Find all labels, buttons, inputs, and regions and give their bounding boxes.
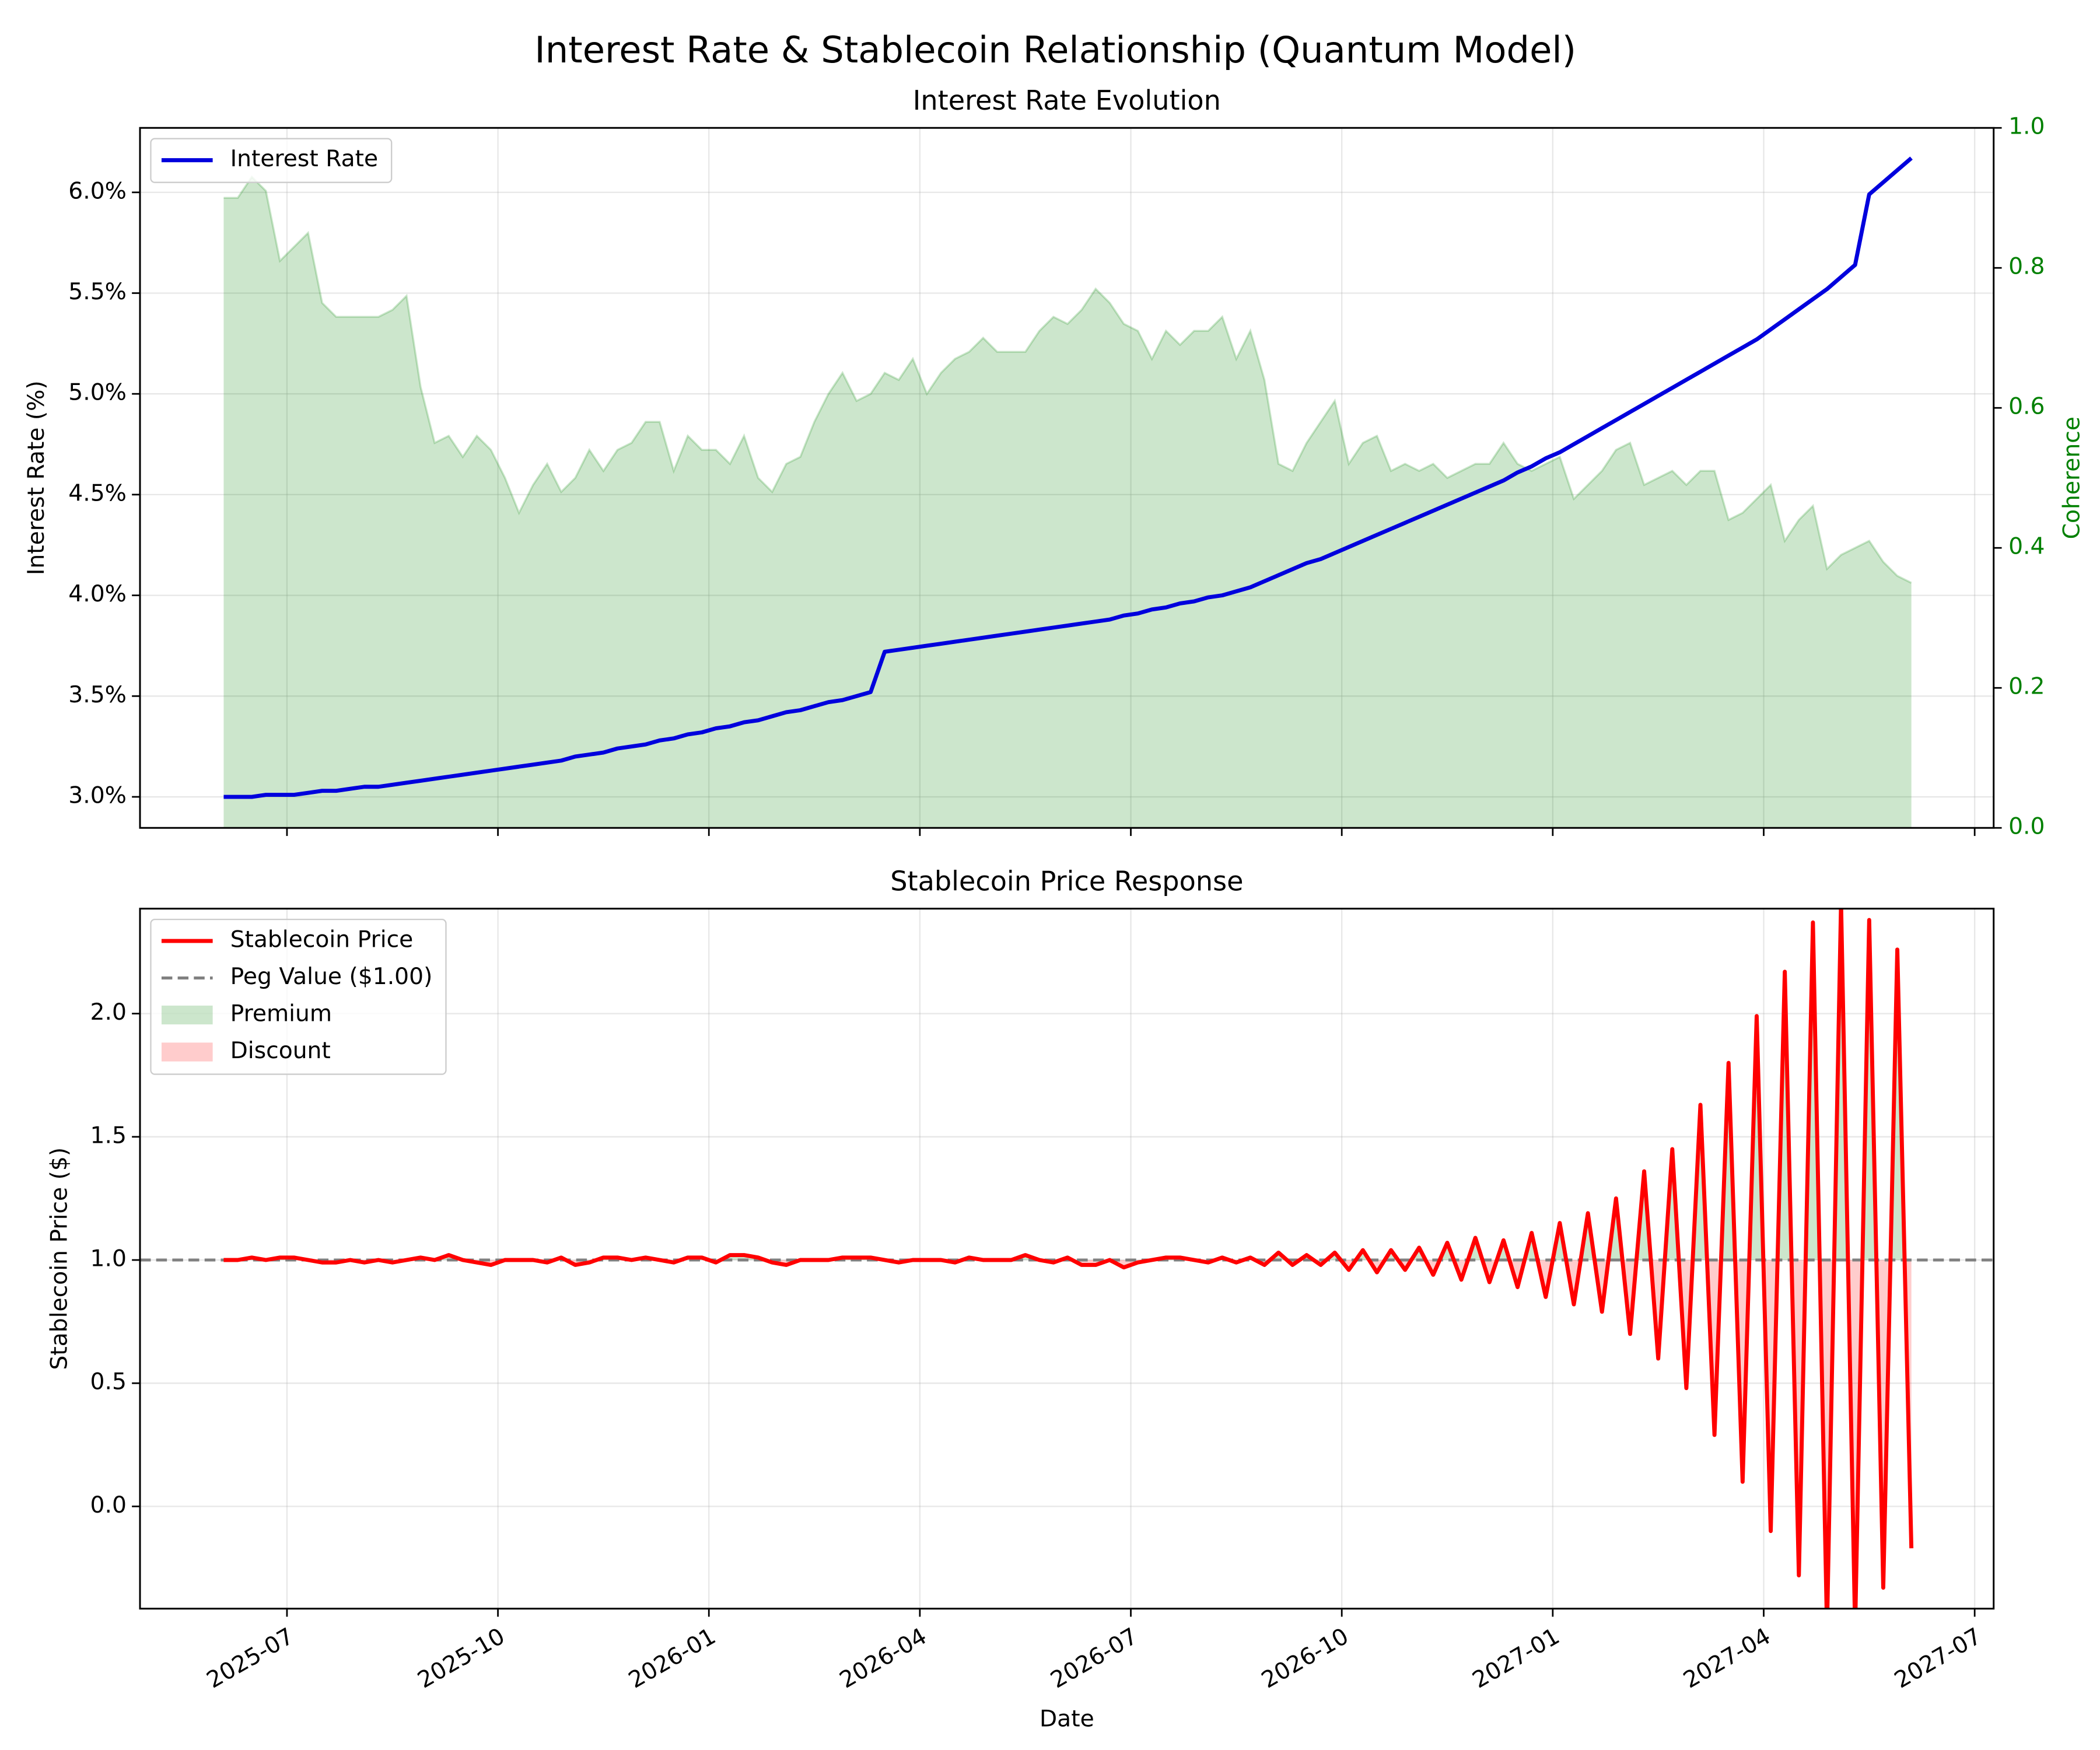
y-tick-label: 5.0% [68, 380, 127, 406]
legend-label: Discount [230, 1038, 331, 1064]
y-tick-label: 4.0% [68, 581, 127, 607]
legend: Interest Rate [150, 138, 393, 183]
y2-tick-label: 1.0 [2008, 114, 2045, 140]
y-tick-label: 1.5 [90, 1122, 127, 1149]
legend-label: Peg Value ($1.00) [230, 964, 433, 990]
plot-frame [139, 908, 1995, 1610]
y2-tick-label: 0.2 [2008, 674, 2045, 700]
discount-area [223, 1260, 1912, 1609]
figure-title: Interest Rate & Stablecoin Relationship … [534, 29, 1576, 71]
fill-region [223, 1260, 1912, 1609]
series-line [223, 908, 1914, 1609]
plot-area [139, 908, 1994, 1609]
legend-box [150, 918, 447, 1075]
y2-tick-label: 0.0 [2008, 814, 2045, 840]
x-axis-label: Date [1040, 1706, 1094, 1732]
y2-tick-label: 0.8 [2008, 254, 2045, 280]
y-tick-label: 4.5% [68, 480, 127, 506]
coherence-line [223, 175, 1912, 584]
plot-area [139, 128, 1994, 828]
legend-label: Stablecoin Price [230, 927, 414, 953]
legend-patch [161, 1042, 213, 1062]
y-tick-label: 3.5% [68, 682, 127, 708]
y-tick-label: 0.0 [90, 1492, 127, 1518]
y-tick-label: 6.0% [68, 178, 127, 204]
legend-box [150, 138, 393, 183]
plot-frame [139, 127, 1995, 829]
y-axis-label: Interest Rate (%) [23, 380, 50, 575]
y-tick-label: 2.0 [90, 999, 127, 1026]
subplot-title: Stablecoin Price Response [890, 865, 1243, 897]
legend: Stablecoin Price Peg Value ($1.00) Premium… [150, 918, 447, 1075]
subplot-title: Interest Rate Evolution [913, 85, 1221, 116]
y2-tick-label: 0.6 [2008, 394, 2045, 420]
y-tick-label: 0.5 [90, 1369, 127, 1395]
legend-label: Interest Rate [230, 146, 379, 172]
y-axis-label: Stablecoin Price ($) [46, 1147, 72, 1370]
y-tick-label: 3.0% [68, 783, 127, 809]
y2-axis-label: Coherence [2059, 416, 2085, 539]
legend-label: Premium [230, 1001, 332, 1027]
y-tick-label: 1.0 [90, 1246, 127, 1272]
y-tick-label: 5.5% [68, 279, 127, 305]
coherence-area [223, 177, 1912, 828]
y2-tick-label: 0.4 [2008, 534, 2045, 560]
series-line [223, 156, 1913, 799]
legend-patch [161, 1005, 213, 1025]
